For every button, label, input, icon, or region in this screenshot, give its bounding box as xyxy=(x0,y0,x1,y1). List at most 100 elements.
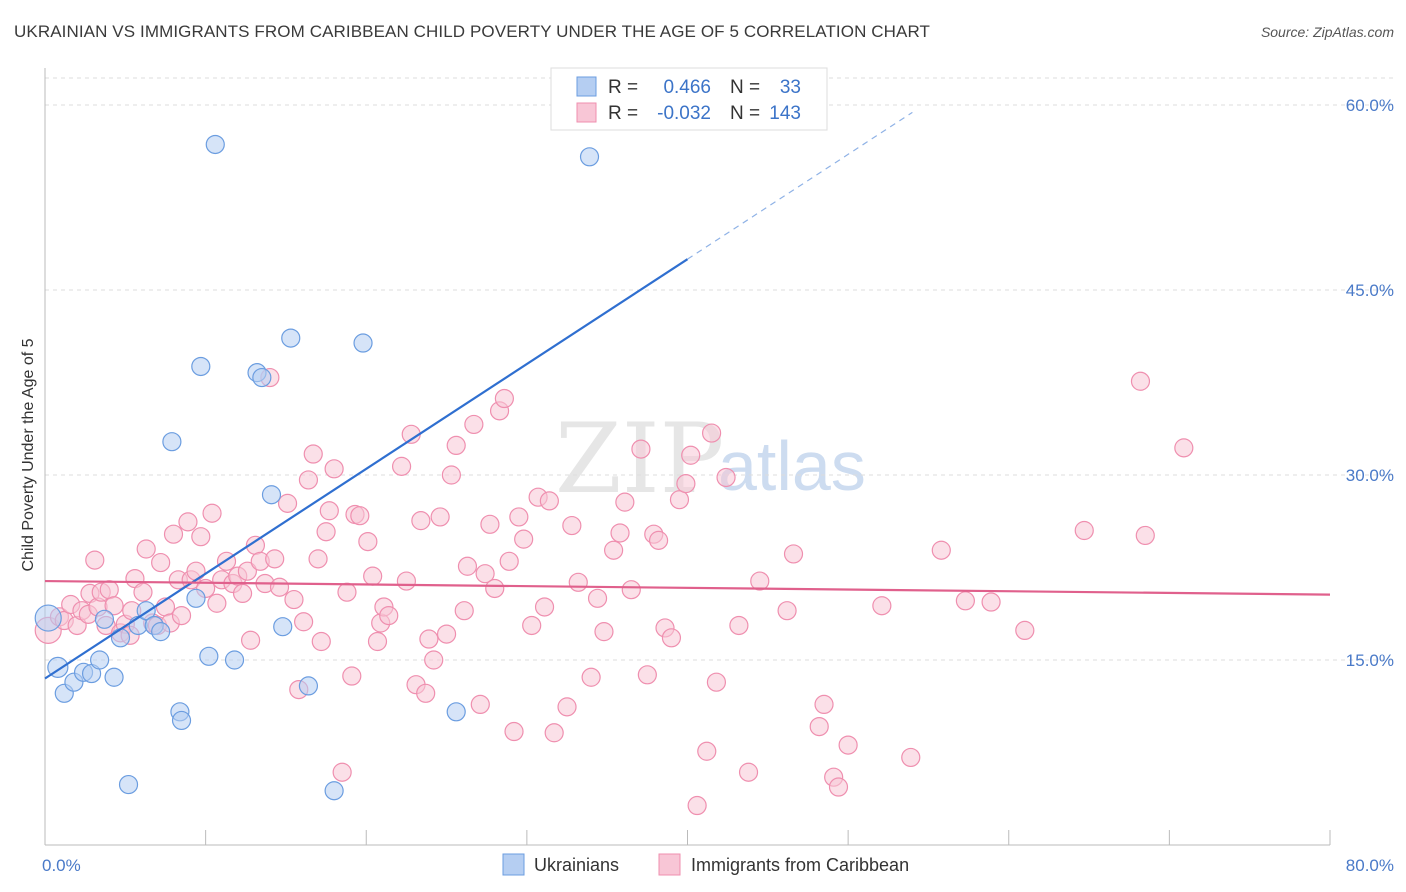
point-caribbean xyxy=(637,665,657,685)
trend-line-caribbean xyxy=(44,579,1331,596)
point-caribbean xyxy=(241,630,261,650)
point-caribbean xyxy=(269,577,290,597)
point-ukrainians xyxy=(118,774,139,795)
legend-r-label-1: R = xyxy=(608,77,638,98)
point-ukrainians xyxy=(224,650,245,670)
correlation-legend: R = 0.466 N = 33 R = -0.032 N = 143 xyxy=(550,67,828,131)
point-caribbean xyxy=(838,735,858,755)
point-ukrainians xyxy=(324,781,344,801)
point-caribbean xyxy=(411,511,431,531)
trend-line-ukrainians xyxy=(44,258,689,680)
point-ukrainians xyxy=(90,650,110,670)
point-caribbean xyxy=(151,552,171,573)
point-caribbean xyxy=(494,388,514,409)
legend-n-label-2: N = xyxy=(730,103,760,124)
point-ukrainians xyxy=(151,622,171,642)
point-caribbean xyxy=(1130,371,1151,391)
point-caribbean xyxy=(587,588,608,608)
point-caribbean xyxy=(104,596,124,616)
legend-n-value-2: 143 xyxy=(769,103,801,124)
point-caribbean xyxy=(430,507,450,527)
point-caribbean xyxy=(284,589,304,610)
x-tick-label-max: 80.0% xyxy=(1346,856,1394,875)
point-caribbean xyxy=(955,591,975,611)
point-caribbean xyxy=(701,423,722,443)
point-caribbean xyxy=(277,493,298,513)
point-caribbean xyxy=(509,507,529,527)
point-caribbean xyxy=(457,556,478,576)
legend-n-label-1: N = xyxy=(730,77,760,98)
point-caribbean xyxy=(631,439,651,459)
point-caribbean xyxy=(191,527,211,547)
point-caribbean xyxy=(441,465,461,485)
point-caribbean xyxy=(133,582,153,602)
point-ukrainians xyxy=(205,134,225,155)
point-caribbean xyxy=(171,605,192,626)
point-caribbean xyxy=(568,572,588,592)
point-caribbean xyxy=(514,529,534,549)
watermark-atlas: atlas xyxy=(718,427,866,505)
point-caribbean xyxy=(981,592,1001,612)
point-ukrainians xyxy=(191,356,211,377)
point-caribbean xyxy=(424,650,444,670)
legend-r-value-2: -0.032 xyxy=(657,103,711,124)
point-caribbean xyxy=(186,561,206,581)
point-caribbean xyxy=(697,741,717,761)
point-caribbean xyxy=(621,580,641,600)
point-caribbean xyxy=(207,593,227,613)
point-caribbean xyxy=(1015,620,1035,641)
point-caribbean xyxy=(446,435,466,455)
point-caribbean xyxy=(396,571,417,591)
point-caribbean xyxy=(99,580,119,600)
point-caribbean xyxy=(1135,525,1155,546)
point-caribbean xyxy=(324,459,344,479)
point-caribbean xyxy=(872,596,892,616)
point-caribbean xyxy=(557,697,577,717)
point-ukrainians xyxy=(446,702,466,722)
point-caribbean xyxy=(669,490,690,510)
point-ukrainians xyxy=(353,333,373,353)
point-caribbean xyxy=(202,503,222,523)
point-caribbean xyxy=(308,549,328,569)
legend-n-value-1: 33 xyxy=(780,77,801,98)
legend-swatch-ukrainians xyxy=(576,76,597,97)
point-caribbean xyxy=(681,445,701,465)
point-caribbean xyxy=(504,721,524,742)
point-caribbean xyxy=(350,506,370,526)
point-caribbean xyxy=(648,530,669,550)
point-caribbean xyxy=(931,540,951,560)
x-tick-label-min: 0.0% xyxy=(42,856,81,875)
point-ukrainians xyxy=(186,588,206,608)
point-caribbean xyxy=(475,564,495,584)
series-legend: Ukrainians Immigrants from Caribbean xyxy=(502,853,909,876)
point-caribbean xyxy=(294,612,314,632)
point-caribbean xyxy=(581,667,601,687)
point-ukrainians xyxy=(298,676,319,696)
point-ukrainians xyxy=(273,617,293,637)
point-ukrainians xyxy=(34,604,62,632)
trend-lines xyxy=(44,111,1331,680)
point-ukrainians xyxy=(162,432,182,452)
point-caribbean xyxy=(562,515,582,536)
legend-r-value-1: 0.466 xyxy=(663,77,711,98)
point-ukrainians xyxy=(94,609,115,629)
point-caribbean xyxy=(337,582,357,602)
point-caribbean xyxy=(661,628,682,648)
point-caribbean xyxy=(163,524,184,544)
bottom-legend-label-ukrainians: Ukrainians xyxy=(534,855,619,875)
point-caribbean xyxy=(738,762,759,782)
point-caribbean xyxy=(594,622,614,642)
point-caribbean xyxy=(814,694,834,715)
point-caribbean xyxy=(367,631,388,652)
point-caribbean xyxy=(237,561,257,581)
point-caribbean xyxy=(303,444,323,464)
point-caribbean xyxy=(480,514,500,534)
point-caribbean xyxy=(499,551,519,571)
point-caribbean xyxy=(136,539,156,559)
point-caribbean xyxy=(298,470,319,490)
y-tick-label-30: 30.0% xyxy=(1346,466,1394,485)
point-ukrainians xyxy=(199,646,219,666)
y-tick-label-60: 60.0% xyxy=(1346,96,1394,115)
point-caribbean xyxy=(539,491,559,511)
